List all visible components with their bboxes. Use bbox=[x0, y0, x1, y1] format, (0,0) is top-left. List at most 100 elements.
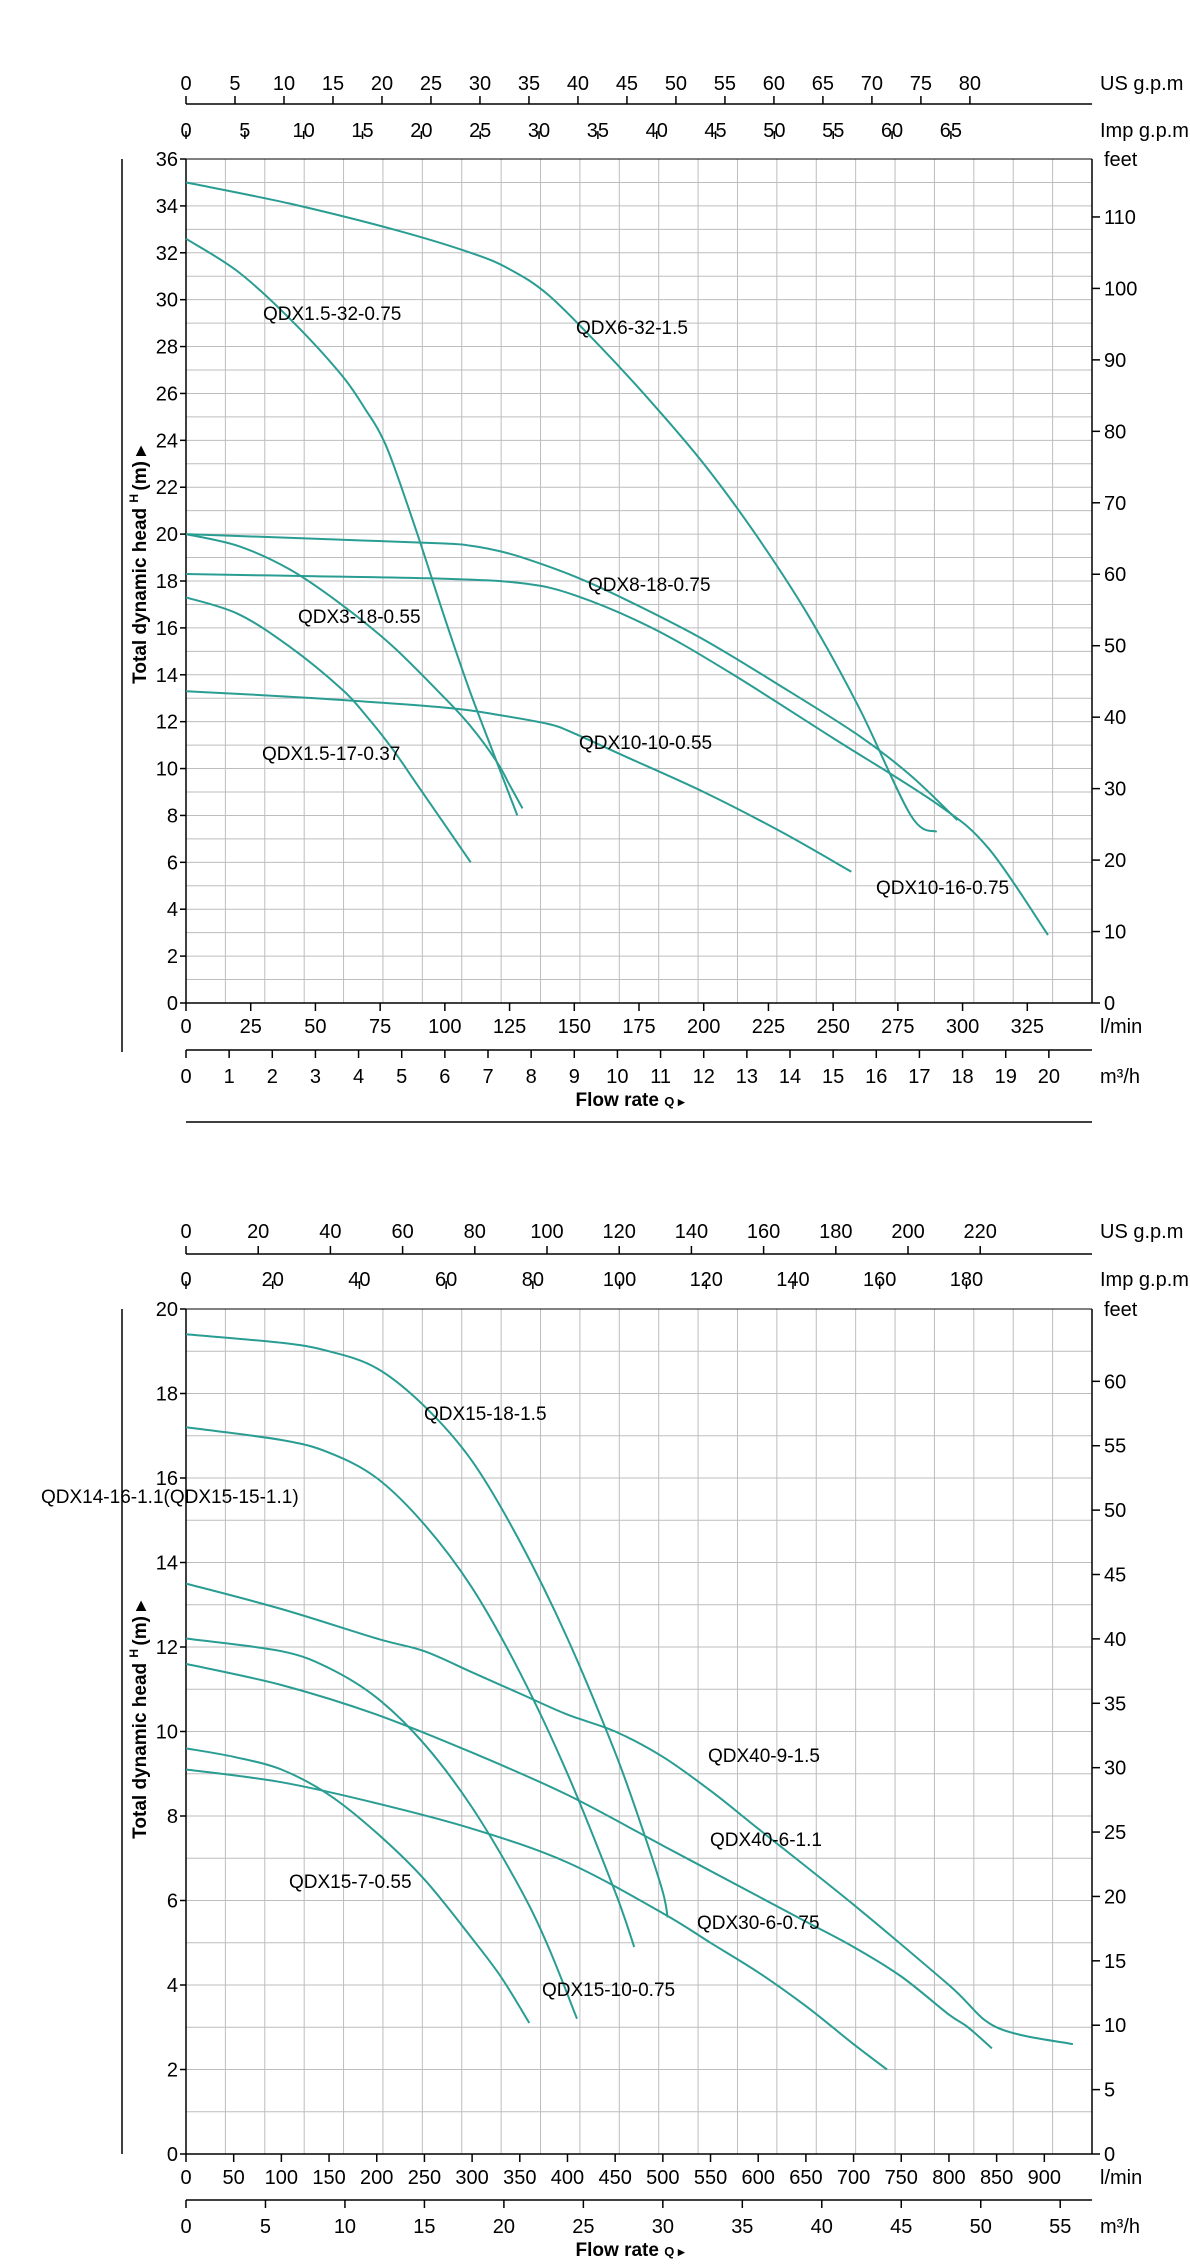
chart-lower: 0246810121416182005101520253035404550556… bbox=[41, 1221, 1189, 2261]
curve-qdx15-10-0-75 bbox=[185, 1637, 578, 2020]
curve-qdx1-5-32-0-75 bbox=[185, 237, 519, 816]
tick-label-bottom-m3h: 1 bbox=[224, 1066, 235, 1088]
tick-label-top-impgpm: 20 bbox=[262, 1269, 284, 1291]
curve-label: QDX8-18-0.75 bbox=[588, 575, 711, 596]
tick-label-right: 55 bbox=[1104, 1436, 1126, 1458]
curve-label: QDX1.5-32-0.75 bbox=[263, 304, 401, 325]
curve-qdx3-18-0-55 bbox=[185, 533, 524, 809]
tick-label-top-impgpm: 140 bbox=[776, 1269, 809, 1291]
tick-label-bottom-lmin: 75 bbox=[369, 1016, 391, 1038]
tick-label-bottom-m3h: 5 bbox=[260, 2216, 271, 2238]
tick-label-right: 0 bbox=[1104, 993, 1115, 1015]
tick-label-top-usgpm: 35 bbox=[518, 73, 540, 95]
tick-label-bottom-m3h: 35 bbox=[731, 2216, 753, 2238]
tick-label-bottom-lmin: 0 bbox=[180, 1016, 191, 1038]
tick-label-bottom-m3h: 5 bbox=[396, 1066, 407, 1088]
tick-label-bottom-lmin: 900 bbox=[1028, 2167, 1061, 2189]
chart-upper: 0246810121416182022242628303234360102030… bbox=[121, 73, 1189, 1123]
y-axis-title-text: Total dynamic head bbox=[130, 503, 151, 684]
tick-label-bottom-lmin: 50 bbox=[304, 1016, 326, 1038]
unit-top-usgpm: US g.p.m bbox=[1100, 73, 1183, 95]
curve-qdx40-6-1-1 bbox=[185, 1662, 993, 2050]
curve-qdx8-18-0-75 bbox=[185, 533, 959, 821]
curve-label: QDX6-32-1.5 bbox=[576, 318, 688, 339]
tick-label-right: 0 bbox=[1104, 2144, 1115, 2166]
curve-qdx15-7-0-55 bbox=[185, 1747, 531, 2024]
tick-label-left: 18 bbox=[156, 1384, 178, 1406]
tick-label-bottom-m3h: 30 bbox=[652, 2216, 674, 2238]
grid bbox=[185, 1308, 1093, 2155]
tick-label-right: 20 bbox=[1104, 1886, 1126, 1908]
tick-label-right: 25 bbox=[1104, 1822, 1126, 1844]
tick-label-bottom-m3h: 8 bbox=[526, 1066, 537, 1088]
curve-label: QDX40-6-1.1 bbox=[710, 1830, 822, 1851]
tick-label-top-usgpm: 120 bbox=[603, 1221, 636, 1243]
curve-qdx40-9-1-5 bbox=[185, 1582, 1074, 2046]
tick-label-left: 0 bbox=[167, 993, 178, 1015]
tick-label-top-impgpm: 10 bbox=[293, 120, 315, 142]
tick-label-bottom-m3h: 15 bbox=[822, 1066, 844, 1088]
y-axis-title-symbol: H bbox=[127, 491, 141, 503]
tick-label-left: 0 bbox=[167, 2144, 178, 2166]
y-axis-title-unit: (m) ▸ bbox=[130, 445, 151, 491]
tick-label-bottom-m3h: 19 bbox=[995, 1066, 1017, 1088]
unit-right: feet bbox=[1104, 1299, 1138, 1321]
tick-label-right: 60 bbox=[1104, 564, 1126, 586]
tick-label-left: 8 bbox=[167, 1806, 178, 1828]
y-axis-title: Total dynamic head H (m) ▸ bbox=[127, 1600, 151, 1839]
tick-label-left: 14 bbox=[156, 1553, 178, 1575]
tick-label-bottom-m3h: 13 bbox=[736, 1066, 758, 1088]
x-axis-title-text: Flow rate bbox=[576, 2240, 665, 2261]
tick-label-left: 8 bbox=[167, 805, 178, 827]
tick-label-bottom-lmin: 250 bbox=[408, 2167, 441, 2189]
tick-label-bottom-m3h: 14 bbox=[779, 1066, 801, 1088]
tick-label-bottom-lmin: 150 bbox=[558, 1016, 591, 1038]
tick-label-top-usgpm: 70 bbox=[861, 73, 883, 95]
tick-label-bottom-m3h: 17 bbox=[908, 1066, 930, 1088]
tick-label-left: 20 bbox=[156, 1299, 178, 1321]
tick-label-right: 100 bbox=[1104, 278, 1137, 300]
curve-label: QDX10-10-0.55 bbox=[579, 733, 712, 754]
tick-label-top-usgpm: 140 bbox=[675, 1221, 708, 1243]
tick-label-right: 15 bbox=[1104, 1951, 1126, 1973]
tick-label-bottom-lmin: 25 bbox=[240, 1016, 262, 1038]
tick-label-left: 32 bbox=[156, 243, 178, 265]
tick-label-right: 30 bbox=[1104, 779, 1126, 801]
tick-label-top-usgpm: 20 bbox=[247, 1221, 269, 1243]
tick-label-bottom-lmin: 200 bbox=[687, 1016, 720, 1038]
curve-label: QDX15-10-0.75 bbox=[542, 1980, 675, 2001]
tick-label-bottom-lmin: 800 bbox=[932, 2167, 965, 2189]
tick-label-top-impgpm: 35 bbox=[587, 120, 609, 142]
curve-label: QDX14-16-1.1(QDX15-15-1.1) bbox=[41, 1487, 299, 1508]
tick-label-bottom-lmin: 100 bbox=[428, 1016, 461, 1038]
tick-label-top-usgpm: 10 bbox=[273, 73, 295, 95]
tick-label-right: 110 bbox=[1104, 207, 1136, 229]
curve-qdx30-6-0-75 bbox=[185, 1768, 888, 2071]
tick-label-top-usgpm: 30 bbox=[469, 73, 491, 95]
tick-label-bottom-lmin: 0 bbox=[180, 2167, 191, 2189]
tick-label-top-impgpm: 5 bbox=[239, 120, 250, 142]
tick-label-right: 40 bbox=[1104, 707, 1126, 729]
unit-top-usgpm: US g.p.m bbox=[1100, 1221, 1183, 1243]
tick-label-bottom-lmin: 500 bbox=[646, 2167, 679, 2189]
tick-label-bottom-m3h: 45 bbox=[890, 2216, 912, 2238]
curve-label: QDX15-18-1.5 bbox=[424, 1404, 547, 1425]
tick-label-right: 30 bbox=[1104, 1758, 1126, 1780]
tick-label-right: 40 bbox=[1104, 1629, 1126, 1651]
tick-label-right: 35 bbox=[1104, 1693, 1126, 1715]
tick-label-left: 36 bbox=[156, 149, 178, 171]
tick-label-left: 34 bbox=[156, 196, 178, 218]
y-axis-title-unit: (m) ▸ bbox=[130, 1600, 151, 1646]
tick-label-top-impgpm: 60 bbox=[435, 1269, 457, 1291]
tick-label-bottom-m3h: 40 bbox=[811, 2216, 833, 2238]
unit-top-impgpm: Imp g.p.m bbox=[1100, 1269, 1189, 1291]
tick-label-right: 50 bbox=[1104, 1500, 1126, 1522]
tick-label-bottom-lmin: 50 bbox=[223, 2167, 245, 2189]
x-axis-title: Flow rate Q ▸ bbox=[576, 2240, 686, 2261]
tick-label-bottom-m3h: 18 bbox=[951, 1066, 973, 1088]
x-axis-title: Flow rate Q ▸ bbox=[576, 1090, 686, 1111]
tick-label-bottom-lmin: 150 bbox=[312, 2167, 345, 2189]
tick-label-left: 16 bbox=[156, 1468, 178, 1490]
tick-label-top-usgpm: 75 bbox=[910, 73, 932, 95]
tick-label-top-usgpm: 40 bbox=[567, 73, 589, 95]
